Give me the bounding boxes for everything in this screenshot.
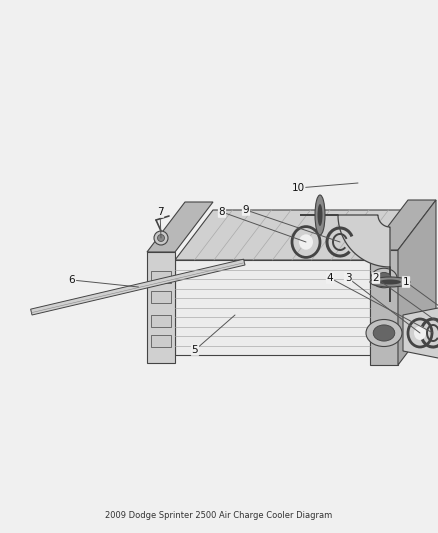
- Text: 9: 9: [243, 205, 249, 215]
- Polygon shape: [151, 271, 171, 283]
- Polygon shape: [398, 200, 436, 365]
- Text: 8: 8: [219, 207, 225, 217]
- Polygon shape: [151, 291, 171, 303]
- Ellipse shape: [366, 319, 402, 346]
- Polygon shape: [147, 202, 213, 252]
- Polygon shape: [370, 250, 398, 365]
- Text: 5: 5: [192, 345, 198, 355]
- Ellipse shape: [318, 204, 322, 226]
- Polygon shape: [151, 315, 171, 327]
- Ellipse shape: [299, 235, 313, 249]
- Ellipse shape: [370, 277, 410, 287]
- Ellipse shape: [371, 268, 397, 288]
- Polygon shape: [300, 215, 390, 302]
- Text: 7: 7: [157, 207, 163, 217]
- Polygon shape: [370, 200, 436, 250]
- Polygon shape: [403, 305, 438, 361]
- Text: 4: 4: [327, 273, 333, 283]
- Polygon shape: [147, 252, 175, 363]
- Ellipse shape: [373, 325, 395, 341]
- Ellipse shape: [414, 326, 426, 340]
- Ellipse shape: [379, 279, 401, 285]
- Polygon shape: [175, 260, 370, 355]
- Polygon shape: [175, 210, 408, 260]
- Polygon shape: [31, 259, 245, 315]
- Circle shape: [154, 231, 168, 245]
- Text: 10: 10: [291, 183, 304, 193]
- Text: 1: 1: [403, 277, 410, 287]
- Circle shape: [158, 235, 165, 241]
- Text: 6: 6: [69, 275, 75, 285]
- Ellipse shape: [377, 272, 391, 284]
- Text: 2: 2: [373, 273, 379, 283]
- Polygon shape: [151, 335, 171, 347]
- Text: 3: 3: [345, 273, 351, 283]
- Ellipse shape: [315, 195, 325, 235]
- Text: 2009 Dodge Sprinter 2500 Air Charge Cooler Diagram: 2009 Dodge Sprinter 2500 Air Charge Cool…: [106, 511, 332, 520]
